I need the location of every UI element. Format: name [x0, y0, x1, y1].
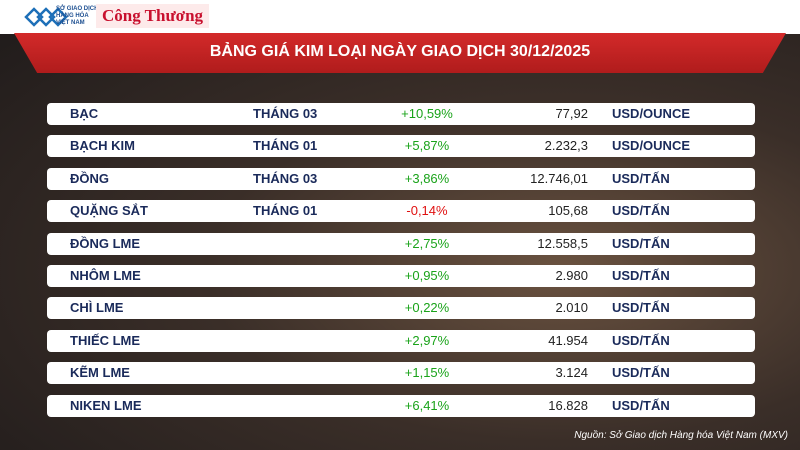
logo-line: SỞ GIAO DỊCH: [56, 6, 99, 12]
metal-name: NHÔM LME: [70, 268, 141, 283]
metal-name: BẠC: [70, 106, 99, 121]
metal-name: QUẶNG SẮT: [70, 203, 148, 219]
contract-month: THÁNG 01: [253, 203, 318, 219]
change: +1,15%: [404, 365, 450, 381]
contract-month: THÁNG 03: [253, 106, 318, 121]
table-row: BẠC THÁNG 03 +10,59% 77,92 USD/OUNCE: [47, 103, 755, 125]
price: 16.828: [548, 397, 588, 413]
unit: USD/TẤN: [612, 300, 670, 316]
change: +6,41%: [404, 397, 450, 413]
brand: Công Thương: [96, 4, 210, 28]
price: 2.010: [555, 300, 588, 316]
change: +0,22%: [404, 300, 450, 316]
metal-name: KẼM LME: [70, 365, 130, 381]
source: Nguồn: Sở Giao dịch Hàng hóa Việt Nam (M…: [574, 430, 788, 441]
unit: USD/OUNCE: [612, 138, 691, 154]
price: 2.980: [555, 268, 588, 283]
contract-month: THÁNG 01: [253, 138, 318, 154]
table-row: BẠCH KIM THÁNG 01 +5,87% 2.232,3 USD/OUNCE: [47, 135, 755, 158]
metal-name: NIKEN LME: [70, 397, 142, 413]
unit: USD/OUNCE: [612, 106, 691, 121]
unit: USD/TẤN: [612, 203, 670, 219]
price: 2.232,3: [544, 138, 588, 154]
logo-text: SỞ GIAO DỊCH HÀNG HÓA VIỆT NAM: [56, 6, 98, 27]
title: BẢNG GIÁ KIM LOẠI NGÀY GIAO DỊCH 30/12/2…: [209, 43, 591, 60]
change: +10,59%: [401, 106, 453, 121]
contract-month: THÁNG 03: [253, 170, 318, 186]
price: 77,92: [555, 106, 588, 121]
change: +0,95%: [404, 268, 450, 283]
logo-line: HÀNG HÓA: [56, 13, 89, 19]
price: 105,68: [548, 203, 588, 219]
unit: USD/TẤN: [612, 332, 670, 348]
metal-name: CHÌ LME: [70, 300, 124, 316]
table-row: KẼM LME +1,15% 3.124 USD/TẤN: [47, 362, 755, 385]
price: 3.124: [555, 365, 588, 381]
unit: USD/TẤN: [612, 235, 670, 251]
metal-name: ĐỒNG: [70, 170, 109, 186]
unit: USD/TẤN: [612, 170, 670, 186]
change: +5,87%: [404, 138, 450, 154]
change: +2,75%: [404, 235, 450, 251]
table-row: ĐỒNG LME +2,75% 12.558,5 USD/TẤN: [47, 232, 755, 255]
metal-name: THIẾC LME: [70, 332, 141, 348]
unit: USD/TẤN: [612, 365, 670, 381]
price: 41.954: [548, 332, 588, 348]
unit: USD/TẤN: [612, 268, 670, 283]
logo-line: VIỆT NAM: [56, 20, 85, 26]
change: -0,14%: [406, 203, 448, 219]
price: 12.746,01: [530, 170, 588, 186]
unit: USD/TẤN: [612, 397, 670, 413]
table-row: CHÌ LME +0,22% 2.010 USD/TẤN: [47, 297, 755, 320]
price: 12.558,5: [537, 235, 588, 251]
table-row: QUẶNG SẮT THÁNG 01 -0,14% 105,68 USD/TẤN: [47, 200, 755, 223]
table-row: NHÔM LME +0,95% 2.980 USD/TẤN: [47, 265, 755, 287]
logo-icon: [24, 7, 68, 27]
header: SỞ GIAO DỊCH HÀNG HÓA VIỆT NAM Công Thươ…: [0, 0, 800, 34]
table-row: NIKEN LME +6,41% 16.828 USD/TẤN: [47, 394, 755, 417]
change: +3,86%: [404, 170, 450, 186]
title-bar: BẢNG GIÁ KIM LOẠI NGÀY GIAO DỊCH 30/12/2…: [14, 33, 786, 73]
metal-name: ĐỒNG LME: [70, 235, 141, 251]
metal-name: BẠCH KIM: [70, 138, 135, 154]
table-row: THIẾC LME +2,97% 41.954 USD/TẤN: [47, 329, 755, 352]
change: +2,97%: [404, 332, 450, 348]
table-row: ĐỒNG THÁNG 03 +3,86% 12.746,01 USD/TẤN: [47, 167, 755, 190]
